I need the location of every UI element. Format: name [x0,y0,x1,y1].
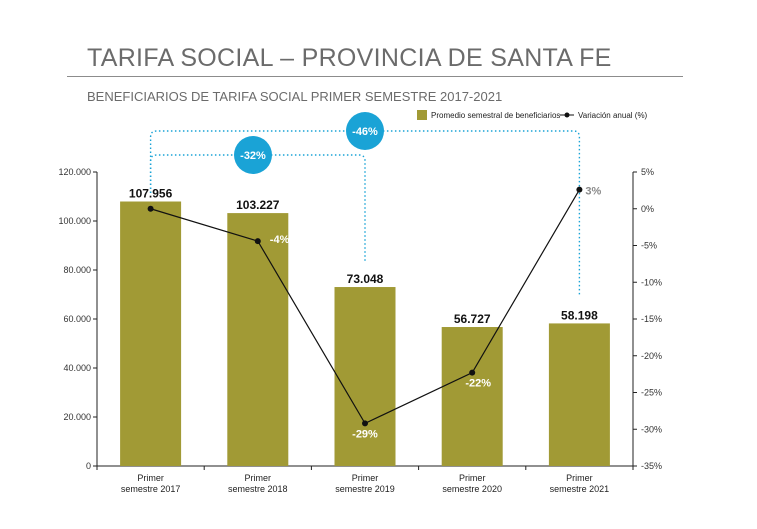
bar [334,287,396,466]
line-point [254,238,261,245]
left-axis-tick-label: 60.000 [63,314,91,324]
right-axis-tick-label: -15% [641,314,662,324]
line-data-label: 3% [585,186,601,198]
x-axis-tick-label: semestre 2017 [121,484,181,494]
chart-title: TARIFA SOCIAL – PROVINCIA DE SANTA FE [87,44,612,72]
right-axis-tick-label: -10% [641,277,662,287]
left-axis-tick-label: 120.000 [58,167,91,177]
x-axis-tick-label: Primer [352,473,379,483]
annotation-bubble [346,112,384,150]
line-data-label: -4% [270,234,290,246]
line-point [469,369,476,376]
bar [227,213,289,466]
title-divider [67,76,683,77]
left-axis-tick-label: 100.000 [58,216,91,226]
bar [120,201,182,466]
right-axis-tick-label: -25% [641,388,662,398]
x-axis-tick-label: semestre 2021 [550,484,610,494]
annotation-bubble [234,136,272,174]
line-point [576,186,583,193]
right-axis-tick-label: -30% [641,424,662,434]
bar-data-label: 58.198 [561,308,598,322]
left-axis-tick-label: 20.000 [63,412,91,422]
annotation-label: -46% [352,126,378,138]
x-axis-tick-label: Primer [137,473,164,483]
line-point [147,205,154,212]
right-axis-tick-label: -20% [641,351,662,361]
x-axis-tick-label: Primer [245,473,272,483]
left-axis-tick-label: 40.000 [63,363,91,373]
x-axis-tick-label: semestre 2020 [442,484,502,494]
annotation-label: -32% [240,150,266,162]
bar-data-label: 73.048 [347,272,384,286]
bar [548,323,610,466]
x-axis-tick-label: semestre 2018 [228,484,288,494]
left-axis-tick-label: 80.000 [63,265,91,275]
bar-data-label: 103.227 [236,198,280,212]
right-axis-tick-label: 0% [641,204,654,214]
right-axis-tick-label: -5% [641,241,657,251]
x-axis-tick-label: Primer [566,473,593,483]
x-axis-tick-label: semestre 2019 [335,484,395,494]
line-point [362,420,368,427]
legend-line-marker [564,112,570,118]
line-data-label: -29% [352,428,378,440]
bar [441,327,503,466]
legend-line-label: Variación anual (%) [578,111,648,120]
line-data-label: -22% [465,378,491,390]
right-axis-tick-label: 5% [641,167,654,177]
x-axis-tick-label: Primer [459,473,486,483]
left-axis-tick-label: 0 [86,461,91,471]
chart-subtitle: BENEFICIARIOS DE TARIFA SOCIAL PRIMER SE… [87,89,503,104]
bar-data-label: 107.956 [129,187,173,201]
legend-bar-swatch [417,110,427,120]
legend-bar-label: Promedio semestral de beneficiarios [431,111,560,120]
bar-data-label: 56.727 [454,312,491,326]
right-axis-tick-label: -35% [641,461,662,471]
